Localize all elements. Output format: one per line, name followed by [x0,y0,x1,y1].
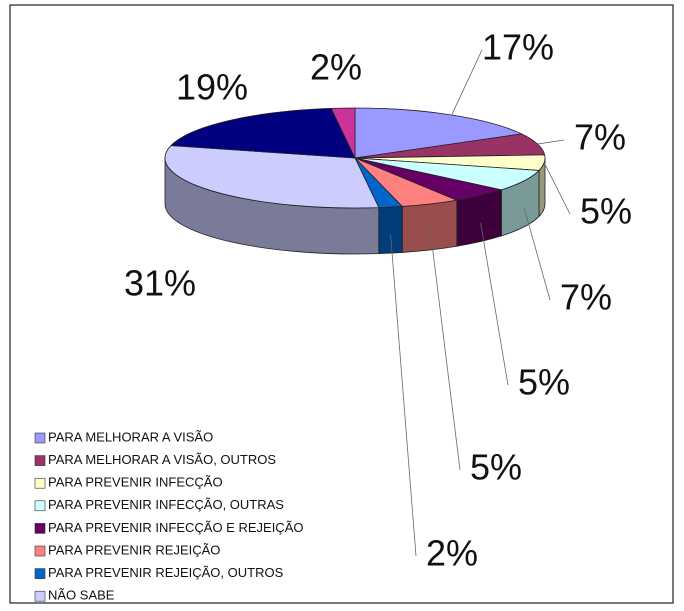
data-label: 7% [574,117,626,158]
pie-side [378,206,403,255]
data-label: 7% [560,277,612,318]
legend-swatch [34,500,46,512]
data-label: 2% [310,47,362,88]
leader-line [451,49,483,116]
legend-label: NÃO SABE [48,588,115,603]
legend-label: PARA PREVENIR INFECÇÃO, OUTRAS [48,497,284,512]
leader-line [430,231,461,471]
pie-side [401,199,458,253]
legend-swatch [34,477,46,489]
leader-line [390,234,417,557]
legend-swatch [34,432,46,444]
data-label: 17% [482,27,554,68]
data-label: 2% [426,533,478,574]
legend-label: PARA MELHORAR A VISÃO [48,429,213,444]
leader-line [537,139,565,145]
legend-swatch [34,545,46,557]
data-label: 5% [470,447,522,488]
leader-line [523,208,551,301]
legend-swatch [34,455,46,466]
leader-line [543,162,571,215]
legend-label: PARA MELHORAR A VISÃO, OUTROS [48,452,276,467]
legend-label: PARA PREVENIR INFECÇÃO E REJEIÇÃO [48,520,303,535]
pie-slice [330,107,356,159]
legend-label: PARA PREVENIR REJEIÇÃO, OUTROS [48,565,284,580]
legend-swatch [34,590,46,602]
legend-label: PARA PREVENIR INFECÇÃO [48,475,223,490]
data-label: 19% [176,67,248,108]
data-label: 5% [518,362,570,403]
leader-line [480,223,509,386]
legend-label: PARA PREVENIR REJEIÇÃO [48,542,220,557]
pie-slice [164,145,380,209]
pie-slice [354,107,523,159]
data-label: 31% [124,263,196,304]
pie-slice [170,107,356,159]
frame [9,4,674,604]
data-label: 5% [580,191,632,232]
legend-swatch [34,523,46,534]
legend-swatch [34,568,46,579]
